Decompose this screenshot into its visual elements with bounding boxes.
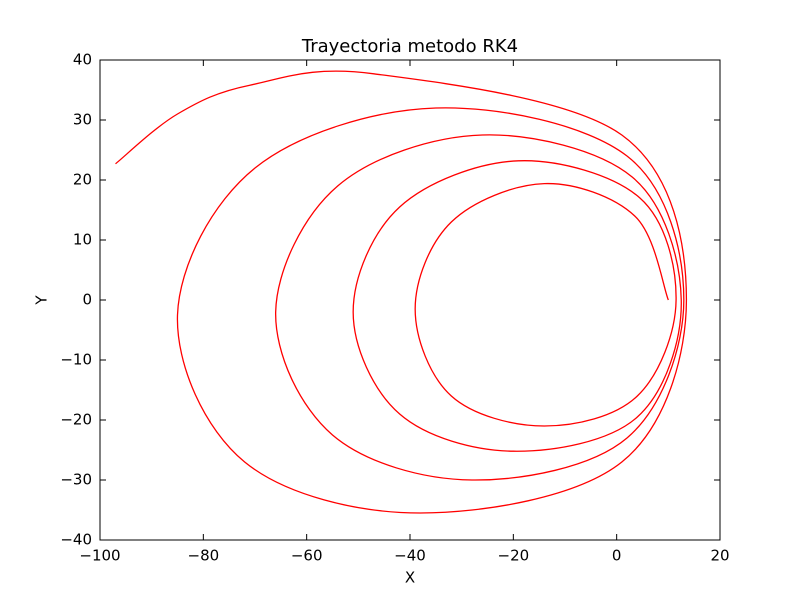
y-axis-label: Y [33, 295, 51, 306]
y-tick-label: 0 [82, 291, 92, 309]
trajectory-line [115, 70, 688, 514]
y-tick-label: 30 [73, 111, 92, 129]
x-tick-label: −100 [79, 547, 120, 565]
chart-title: Trayectoria metodo RK4 [301, 36, 518, 57]
y-tick-label: −30 [60, 471, 92, 489]
x-tick-label: 20 [710, 547, 729, 565]
y-tick-label: −20 [60, 411, 92, 429]
y-tick-label: −10 [60, 351, 92, 369]
plot-frame [99, 59, 721, 541]
x-tick-label: 0 [612, 547, 622, 565]
x-tick-label: −40 [394, 547, 426, 565]
y-tick-label: 10 [73, 231, 92, 249]
y-tick-label: 20 [73, 171, 92, 189]
y-tick-label: 40 [73, 51, 92, 69]
x-tick-label: −80 [188, 547, 220, 565]
x-tick-label: −20 [498, 547, 530, 565]
x-axis-label: X [405, 569, 415, 587]
y-tick-label: −40 [60, 531, 92, 549]
x-tick-label: −60 [291, 547, 323, 565]
